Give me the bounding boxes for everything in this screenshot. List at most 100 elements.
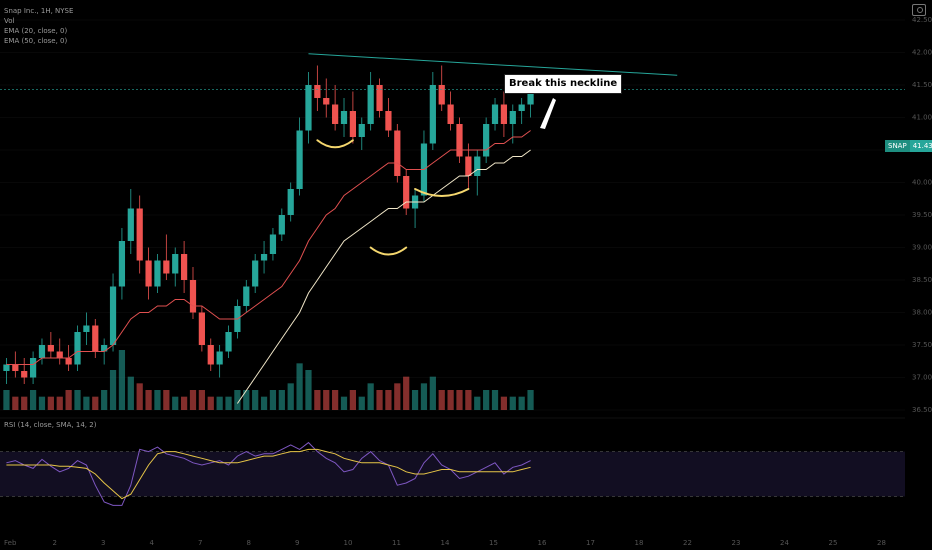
- candle-body: [340, 111, 348, 124]
- volume-bar: [394, 383, 401, 410]
- volume-bar: [385, 390, 392, 410]
- volume-bar: [527, 390, 534, 410]
- neckline-trendline[interactable]: [308, 53, 678, 76]
- candle-body: [118, 241, 126, 287]
- time-tick-label: 8: [247, 539, 251, 547]
- candle-body: [127, 208, 134, 241]
- volume-bar: [189, 390, 197, 410]
- candle-body: [260, 254, 268, 261]
- candle-body: [447, 104, 454, 124]
- neckline-callout: Break this neckline: [504, 74, 623, 94]
- volume-bar: [376, 390, 383, 410]
- candle-body: [38, 345, 46, 358]
- candle-body: [296, 130, 303, 189]
- volume-bar: [447, 390, 454, 410]
- volume-bars: [3, 350, 534, 410]
- candle-body: [456, 124, 463, 157]
- time-tick-label: 2: [53, 539, 57, 547]
- time-tick-label: 11: [392, 539, 401, 547]
- volume-bar: [12, 396, 19, 410]
- volume-bar: [429, 376, 436, 410]
- volume-bar: [269, 390, 277, 410]
- candle-body: [92, 325, 99, 352]
- price-tick-label: 36.50: [912, 406, 932, 414]
- candle-body: [136, 208, 143, 261]
- volume-bar: [145, 390, 152, 410]
- price-tick-label: 39.00: [912, 244, 932, 252]
- price-tick-label: 41.00: [912, 114, 932, 122]
- volume-bar: [314, 390, 321, 410]
- pattern-curve: [316, 139, 354, 149]
- time-tick-label: 17: [586, 539, 595, 547]
- volume-bar: [225, 396, 232, 410]
- volume-bar: [154, 390, 161, 410]
- legend-ema-slow: EMA (50, close, 0): [4, 37, 68, 45]
- candle-body: [332, 104, 339, 124]
- candle-body: [518, 104, 525, 111]
- candle-body: [109, 286, 117, 345]
- volume-bar: [465, 390, 472, 410]
- volume-bar: [358, 396, 365, 410]
- candle-body: [180, 254, 188, 280]
- volume-bar: [163, 390, 170, 410]
- candle-body: [527, 89, 534, 105]
- volume-bar: [500, 396, 508, 410]
- pattern-highlights: [316, 139, 470, 256]
- candle-body: [394, 130, 401, 176]
- time-tick-label: 22: [683, 539, 692, 547]
- candle-body: [349, 111, 357, 137]
- rsi-ma-line: [6, 448, 531, 500]
- volume-bar: [456, 390, 463, 410]
- time-tick-label: 4: [150, 539, 155, 547]
- time-tick-label: 3: [101, 539, 105, 547]
- candle-body: [500, 104, 508, 124]
- candle-body: [429, 85, 436, 144]
- price-tag-symbol: SNAP: [885, 140, 910, 152]
- candle-body: [101, 345, 108, 352]
- volume-bar: [367, 383, 374, 410]
- candle-body: [172, 254, 179, 274]
- price-tag: SNAP 41.43: [885, 140, 932, 152]
- candle-body: [287, 189, 294, 215]
- volume-bar: [252, 390, 259, 410]
- rsi-line: [6, 441, 531, 506]
- candle-body: [163, 260, 170, 274]
- candle-body: [465, 156, 472, 176]
- volume-bar: [243, 390, 250, 410]
- volume-bar: [403, 376, 410, 410]
- volume-bar: [509, 396, 516, 410]
- candle-body: [491, 104, 499, 124]
- volume-bar: [136, 383, 143, 410]
- candle-body: [47, 345, 54, 352]
- candle-body: [305, 85, 312, 131]
- volume-bar: [3, 390, 10, 410]
- candle-body: [403, 176, 410, 209]
- candle-body: [278, 215, 285, 235]
- candle-body: [252, 260, 259, 287]
- candle-body: [323, 98, 330, 105]
- volume-bar: [101, 390, 108, 410]
- volume-bar: [216, 396, 223, 410]
- candle-body: [243, 286, 250, 306]
- volume-bar: [438, 390, 445, 410]
- price-tick-label: 42.50: [912, 16, 932, 24]
- volume-bar: [109, 370, 117, 410]
- candle-body: [438, 85, 445, 105]
- candle-body: [145, 260, 152, 287]
- volume-bar: [296, 363, 303, 410]
- volume-bar: [234, 390, 241, 410]
- time-tick-label: 15: [489, 539, 498, 547]
- volume-bar: [483, 390, 490, 410]
- time-tick-label: 28: [877, 539, 886, 547]
- camera-icon[interactable]: [912, 4, 926, 16]
- chart-grid: [0, 19, 905, 411]
- volume-bar: [38, 396, 46, 410]
- pattern-curve: [369, 246, 408, 256]
- price-tick-label: 37.50: [912, 341, 932, 349]
- candle-body: [21, 371, 28, 378]
- legend-ema-fast: EMA (20, close, 0): [4, 27, 68, 35]
- volume-bar: [278, 390, 285, 410]
- volume-bar: [411, 390, 419, 410]
- price-tick-label: 41.50: [912, 81, 932, 89]
